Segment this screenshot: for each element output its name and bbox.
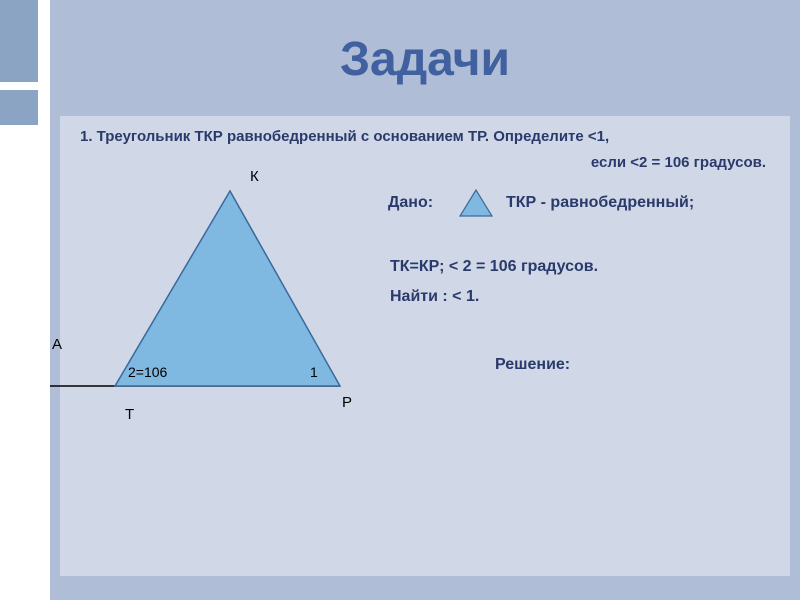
given-label: Дано: [388, 194, 433, 212]
small-triangle-icon [458, 188, 494, 218]
main-triangle [115, 191, 340, 386]
problem-line-2: если <2 = 106 градусов. [591, 154, 766, 171]
main-area: Задачи 1. Треугольник ТКР равнобедренный… [50, 0, 800, 600]
angle-2-label: 2=106 [128, 364, 167, 380]
slide: Задачи 1. Треугольник ТКР равнобедренный… [0, 0, 800, 600]
vertex-A: А [52, 336, 62, 353]
vertex-K: К [250, 168, 259, 185]
given-condition-1: ТК=КР; < 2 = 106 градусов. [390, 258, 598, 276]
solution-label: Решение: [495, 356, 570, 374]
figure-diagram [50, 166, 370, 426]
sidebar-decor-2 [0, 90, 38, 125]
angle-1-label: 1 [310, 364, 318, 380]
vertex-P: Р [342, 394, 352, 411]
sidebar-decor-1 [0, 0, 38, 82]
vertex-T: Т [125, 406, 134, 423]
given-condition-2: Найти : < 1. [390, 288, 479, 306]
small-triangle-shape [460, 190, 492, 216]
given-triangle-text: ТКР - равнобедренный; [506, 194, 694, 212]
content-box: 1. Треугольник ТКР равнобедренный с осно… [60, 116, 790, 576]
problem-line-1: 1. Треугольник ТКР равнобедренный с осно… [80, 128, 609, 145]
slide-title: Задачи [50, 32, 800, 87]
